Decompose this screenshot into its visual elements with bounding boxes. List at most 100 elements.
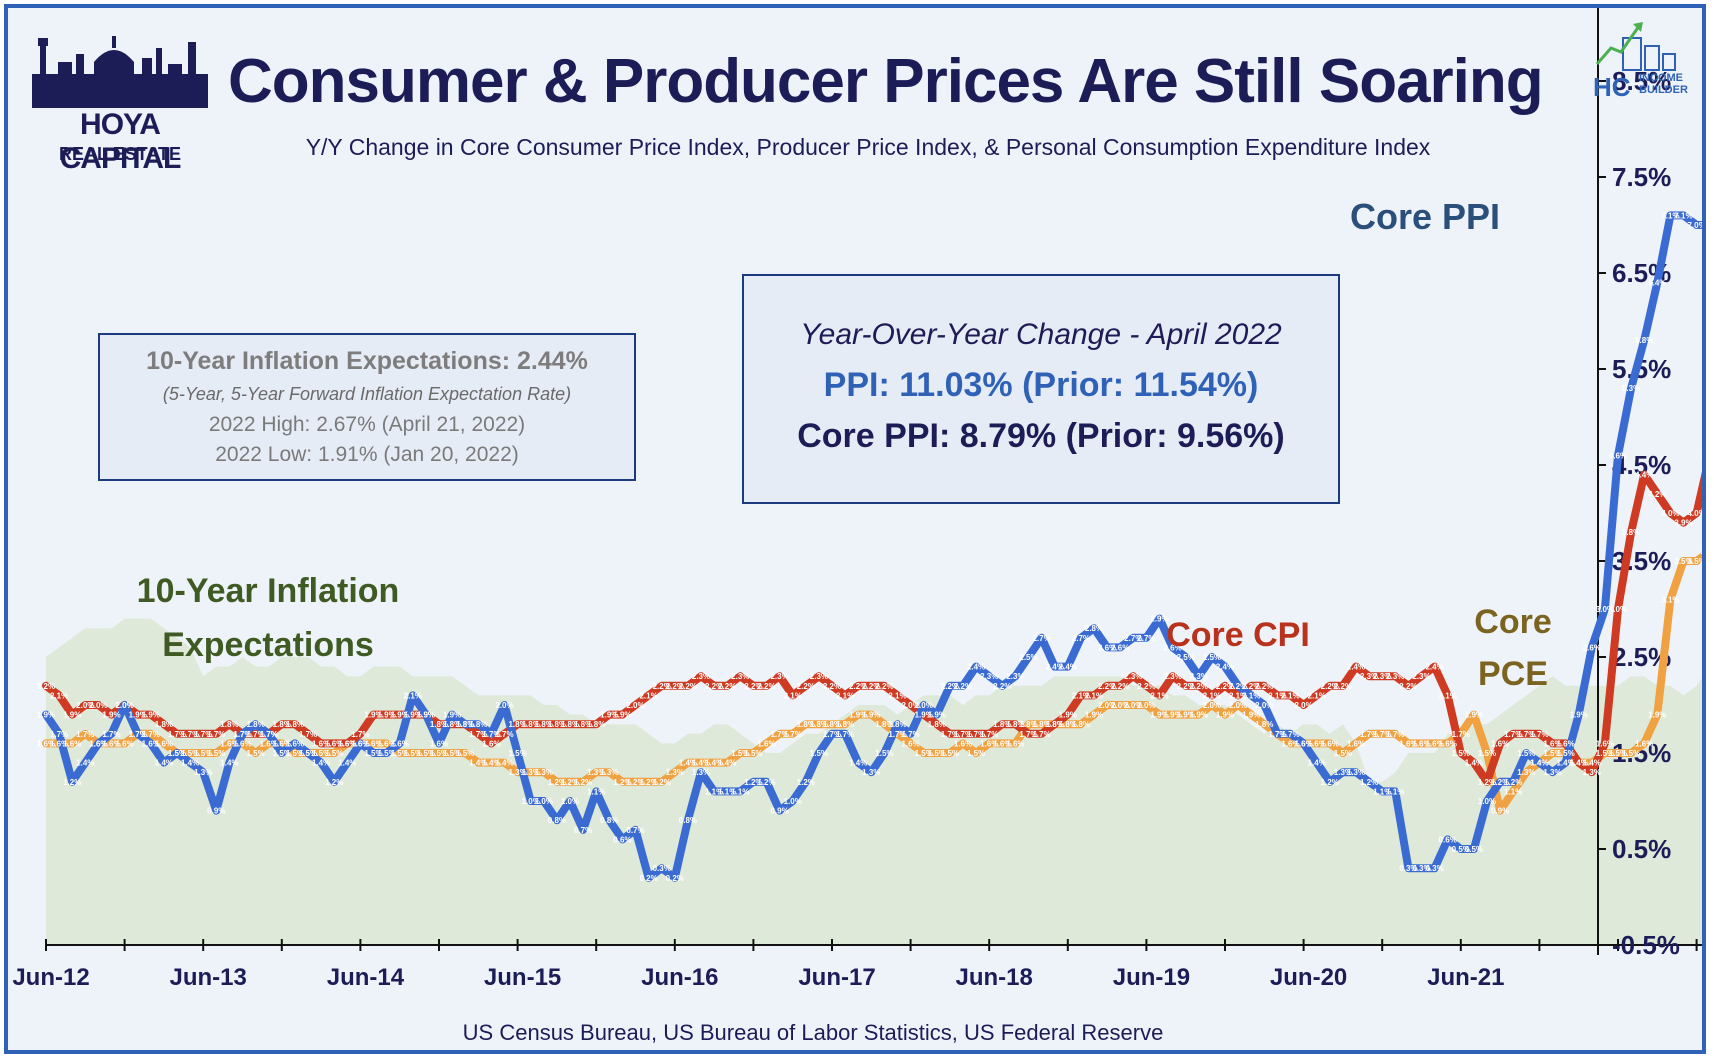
core-cpi-point-label: 2.2% [1111,682,1129,691]
core-cpi-point-label: 1.8% [443,720,461,729]
core-pce-point-label: 1.5% [404,749,422,758]
core-ppi-point-label: 1.1% [1386,787,1404,796]
core-pce-point-label: 1.6% [89,739,107,748]
core-ppi-point-label: 1.5% [299,749,317,758]
core-ppi-point-label: 2.7% [1137,634,1155,643]
core-cpi-point-label: 1.6% [312,739,330,748]
core-pce-point-label: 2.0% [1098,701,1116,710]
core-ppi-point-label: 5.3% [1622,384,1640,393]
core-ppi-point-label: 0.6% [613,835,631,844]
x-tick-label: Jun-12 [12,964,89,991]
core-cpi-point-label: 2.2% [1321,682,1339,691]
core-cpi-point-label: 2.2% [1098,682,1116,691]
core-ppi-point-label: 1.5% [364,749,382,758]
yoy-box-line1: Year-Over-Year Change - April 2022 [800,318,1282,351]
core-pce-point-label: 1.3% [600,768,618,777]
core-cpi-point-label: 1.7% [207,730,225,739]
core-ppi-point-label: 1.6% [351,739,369,748]
expectations-box-line4: 2022 Low: 1.91% (Jan 20, 2022) [215,443,519,466]
core-pce-point-label: 1.5% [299,749,317,758]
core-ppi-point-label: 1.5% [1517,749,1535,758]
core-pce-point-label: 1.7% [1452,730,1470,739]
core-pce-point-label: 1.4% [718,759,736,768]
core-ppi-point-label: 1.2% [757,778,775,787]
core-ppi-point-label: 1.0% [522,797,540,806]
core-pce-point-label: 1.6% [364,739,382,748]
core-pce-point-label: 1.5% [967,749,985,758]
core-pce-point-label: 1.8% [1072,720,1090,729]
core-ppi-point-label: 2.9% [1150,615,1168,624]
core-ppi-point-label: 1.1% [587,787,605,796]
core-cpi-point-label: 2.1% [1150,691,1168,700]
core-pce-point-label: 1.8% [1032,720,1050,729]
core-pce-point-label: 1.7% [76,730,94,739]
core-pce-point-label: 1.5% [744,749,762,758]
core-cpi-point-label: 2.2% [757,682,775,691]
core-ppi-point-label: 1.5% [875,749,893,758]
core-ppi-point-label: 1.7% [102,730,120,739]
core-pce-point-label: 1.6% [954,739,972,748]
core-ppi-point-label: 1.6% [1294,739,1312,748]
core-cpi-point-label: 2.3% [692,672,710,681]
core-cpi-point-label: 2.2% [1190,682,1208,691]
core-cpi-point-label: 1.4% [1570,759,1588,768]
core-ppi-point-label: 1.1% [731,787,749,796]
core-ppi-point-label: 0.7% [626,826,644,835]
core-ppi-point-label: 1.6% [89,739,107,748]
core-pce-point-label: 1.8% [823,720,841,729]
source-note: US Census Bureau, US Bureau of Labor Sta… [462,1020,1164,1045]
core-cpi-point-label: 2.2% [679,682,697,691]
core-ppi-point-label: 1.5% [508,749,526,758]
core-ppi-point-label: 1.2% [63,778,81,787]
core-cpi-point-label: 1.7% [181,730,199,739]
core-pce-point-label: 1.2% [613,778,631,787]
core-pce-point-label: 1.6% [220,739,238,748]
core-ppi-point-label: 1.9% [417,711,435,720]
core-ppi-point-label: 0.8% [600,816,618,825]
core-cpi-point-label: 1.8% [561,720,579,729]
core-pce-point-label: 1.5% [1543,749,1561,758]
core-cpi-point-label: 1.9% [364,711,382,720]
core-ppi-point-label: 1.4% [76,759,94,768]
core-cpi-point-label: 1.7% [299,730,317,739]
core-pce-point-label: 1.4% [482,759,500,768]
core-cpi-point-label: 2.1% [1229,691,1247,700]
core-ppi-point-label: 1.2% [1321,778,1339,787]
core-ppi-point-label: 1.6% [286,739,304,748]
core-cpi-point-label: 1.6% [1596,739,1614,748]
y-tick-label: 7.5% [1612,162,1671,192]
axis-layer: Jun-12 Jun-13 Jun-14 Jun-15 Jun-16 Jun-17 Jun-… [12,8,1702,991]
core-pce-point-label: 1.1% [1504,787,1522,796]
core-cpi-point-label: 2.4% [1347,663,1365,672]
core-cpi-point-label: 2.3% [1163,672,1181,681]
core-pce-point-label: 1.2% [561,778,579,787]
core-cpi-point-label: 2.3% [1373,672,1391,681]
core-cpi-point-label: 2.1% [1085,691,1103,700]
core-ppi-point-label: 1.8% [456,720,474,729]
core-cpi-point-label: 2.3% [1412,672,1430,681]
expectations-label-line2: Expectations [162,626,374,664]
core-ppi-point-label: 2.6% [1583,643,1601,652]
core-pce-point-label: 1.3% [587,768,605,777]
core-cpi-point-label: 1.9% [129,711,147,720]
core-pce-series-label: Core PCE [1468,596,1558,700]
core-pce-point-label: 1.7% [770,730,788,739]
core-cpi-point-label: 2.3% [810,672,828,681]
core-cpi-point-label: 2.1% [1439,691,1457,700]
core-pce-point-label: 1.5% [1622,749,1640,758]
core-cpi-point-label: 1.7% [980,730,998,739]
core-cpi-point-label: 1.8% [456,720,474,729]
core-cpi-point-label: 2.2% [875,682,893,691]
core-ppi-point-label: 1.4% [1308,759,1326,768]
core-cpi-point-label: 1.8% [535,720,553,729]
chart-canvas: Jun-12 Jun-13 Jun-14 Jun-15 Jun-16 Jun-17 Jun-… [12,8,1702,991]
core-pce-point-label: 1.5% [443,749,461,758]
core-pce-point-label: 1.2% [639,778,657,787]
core-pce-point-label: 1.7% [1268,730,1286,739]
core-cpi-point-label: 1.2% [1478,778,1496,787]
core-pce-point-label: 1.5% [207,749,225,758]
core-cpi-point-label: 2.0% [1294,701,1312,710]
x-tick-label: Jun-16 [641,964,718,991]
core-pce-point-label: 1.9% [862,711,880,720]
core-cpi-point-label: 1.7% [351,730,369,739]
